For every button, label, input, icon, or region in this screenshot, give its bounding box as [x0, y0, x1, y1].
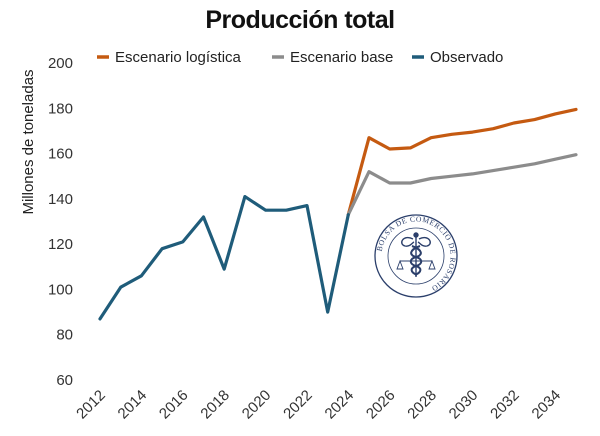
y-tick-label: 160 [48, 146, 73, 163]
legend-label: Observado [430, 49, 503, 66]
data-point [305, 204, 309, 207]
chart-title: Producción total [205, 6, 395, 34]
series-lines [98, 107, 578, 321]
data-point [409, 181, 412, 185]
data-point [533, 162, 536, 165]
x-tick-label: 2034 [529, 387, 565, 423]
watermark-seal: BOLSA DE COMERCIO DE ROSARIO [374, 214, 458, 298]
data-point [574, 153, 578, 156]
data-point [409, 146, 412, 150]
data-point [202, 215, 205, 219]
data-point [119, 286, 122, 289]
data-point [264, 209, 267, 212]
data-point [347, 213, 350, 216]
data-point [450, 133, 453, 136]
caduceus-seal-icon [396, 232, 436, 277]
data-point [181, 240, 184, 244]
x-tick-label: 2018 [197, 387, 233, 423]
y-tick-label: 140 [48, 191, 73, 208]
x-tick-label: 2014 [115, 387, 151, 423]
data-point [533, 118, 536, 121]
data-point [492, 127, 495, 130]
y-tick-label: 180 [48, 100, 73, 117]
data-point [160, 247, 164, 250]
series-line-1 [346, 153, 578, 217]
x-tick-label: 2032 [487, 387, 523, 423]
x-tick-label: 2020 [239, 387, 275, 423]
x-tick-label: 2012 [73, 387, 109, 423]
data-point [450, 175, 453, 178]
y-axis-label: Millones de toneladas [20, 69, 37, 214]
data-point [140, 274, 143, 277]
y-tick-label: 120 [48, 236, 73, 253]
seal-outer-ring [374, 214, 458, 298]
x-tick-labels: 2012 2014 2016 2018 2020 2022 2024 2026 2028 2030… [73, 387, 564, 423]
x-tick-label: 2024 [322, 387, 358, 423]
y-axis-label-group: Millones de toneladas [20, 69, 37, 214]
seal-inner-ring [387, 227, 445, 285]
series-line-2 [98, 195, 350, 321]
data-point [492, 169, 495, 172]
x-tick-label: 2022 [280, 387, 316, 423]
y-tick-label: 100 [48, 281, 73, 298]
data-point [512, 166, 516, 169]
data-point [471, 130, 474, 134]
data-point [243, 195, 247, 198]
data-point [554, 112, 557, 116]
data-point [367, 170, 371, 173]
legend: Escenario logística Escenario base Observa… [97, 49, 503, 66]
y-tick-label: 80 [56, 327, 73, 344]
data-point [512, 121, 516, 125]
x-tick-label: 2030 [446, 387, 482, 423]
data-point [388, 181, 391, 185]
data-point [285, 209, 288, 212]
data-point [429, 136, 433, 139]
y-tick-label: 60 [56, 372, 73, 389]
legend-label: Escenario base [290, 49, 393, 66]
data-point [554, 158, 557, 161]
data-point [574, 108, 578, 111]
series-line-0 [346, 107, 578, 217]
data-point [429, 177, 433, 180]
data-point [471, 172, 474, 176]
data-point [223, 267, 226, 271]
legend-label: Escenario logística [115, 49, 242, 66]
x-tick-label: 2026 [363, 387, 399, 423]
x-tick-label: 2016 [156, 387, 192, 423]
y-tick-label: 200 [48, 55, 73, 72]
y-tick-labels: 60 80 100 120 140 160 180 200 [48, 55, 73, 389]
data-point [388, 147, 391, 151]
data-point [367, 136, 371, 139]
x-tick-label: 2028 [404, 387, 440, 423]
data-point [326, 310, 329, 314]
data-point [98, 317, 102, 321]
